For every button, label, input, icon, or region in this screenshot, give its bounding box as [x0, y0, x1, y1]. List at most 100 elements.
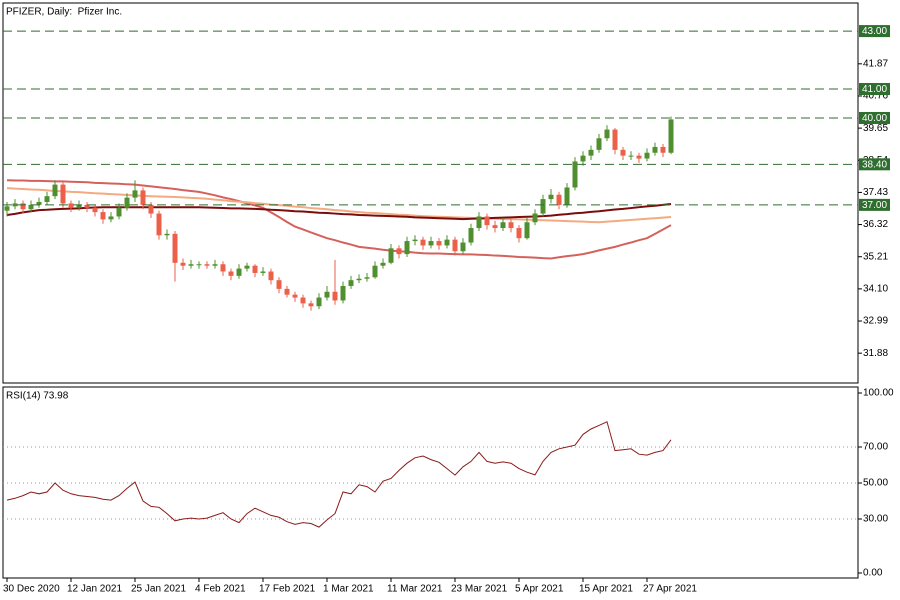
- candle-body: [148, 204, 154, 214]
- candle-body: [28, 204, 34, 210]
- candle-body: [516, 228, 522, 239]
- candle-body: [260, 271, 266, 273]
- x-tick-label: 12 Jan 2021: [67, 584, 122, 595]
- level-box: [859, 158, 890, 171]
- candle-body: [244, 265, 250, 269]
- candle-body: [364, 277, 370, 279]
- level-box: [859, 111, 890, 124]
- candle-body: [620, 149, 626, 156]
- level-label: 43.00: [862, 26, 887, 37]
- candle-body: [524, 222, 530, 239]
- candle-body: [228, 271, 234, 276]
- candle-body: [4, 206, 10, 211]
- candle-body: [644, 152, 650, 159]
- y-tick-label: 37.43: [863, 187, 888, 198]
- candle-body: [196, 264, 202, 266]
- candle-body: [52, 184, 58, 197]
- candle-body: [68, 203, 74, 208]
- candle-body: [132, 190, 138, 198]
- x-tick-label: 4 Feb 2021: [195, 584, 246, 595]
- y-tick-label: 31.88: [863, 348, 888, 359]
- candle-body: [268, 271, 274, 281]
- level-label: 37.00: [862, 200, 887, 211]
- candle-body: [316, 297, 322, 307]
- candle-body: [92, 207, 98, 213]
- candle-body: [580, 155, 586, 162]
- candle-body: [492, 225, 498, 229]
- candle-body: [76, 204, 82, 208]
- candle-body: [20, 203, 26, 210]
- y-tick-label: 35.21: [863, 251, 888, 262]
- candle-body: [124, 197, 130, 208]
- candle-body: [12, 203, 18, 207]
- candle-body: [412, 239, 418, 242]
- candle-body: [636, 155, 642, 159]
- candle-body: [140, 190, 146, 205]
- candle-body: [388, 248, 394, 263]
- x-tick-label: 11 Mar 2021: [387, 584, 443, 595]
- x-tick-label: 15 Apr 2021: [579, 584, 633, 595]
- candle-body: [172, 233, 178, 263]
- x-tick-label: 30 Dec 2020: [3, 584, 60, 595]
- x-tick-label: 17 Feb 2021: [259, 584, 316, 595]
- level-box: [859, 198, 890, 211]
- candle-body: [428, 241, 434, 246]
- candle-body: [556, 194, 562, 205]
- y-tick-label: 32.99: [863, 316, 888, 327]
- candle-body: [284, 288, 290, 295]
- panel-title: RSI(14) 73.98: [6, 391, 69, 402]
- y-tick-label: 39.65: [863, 123, 888, 134]
- y-tick-label: 100.00: [863, 388, 894, 399]
- candle-body: [436, 241, 442, 246]
- candle-body: [420, 239, 426, 246]
- candle-body: [532, 213, 538, 223]
- level-box: [859, 25, 890, 38]
- candle-body: [604, 129, 610, 139]
- level-label: 41.00: [862, 84, 887, 95]
- candle-body: [188, 264, 194, 266]
- x-tick-label: 27 Apr 2021: [643, 584, 697, 595]
- candle-body: [340, 285, 346, 301]
- candle-body: [588, 149, 594, 156]
- candle-body: [652, 146, 658, 153]
- candle-body: [564, 187, 570, 205]
- candle-body: [628, 155, 634, 157]
- candle-body: [300, 297, 306, 304]
- candle-body: [220, 264, 226, 272]
- candle-body: [396, 248, 402, 255]
- candle-body: [508, 222, 514, 229]
- y-tick-label: 50.00: [863, 478, 888, 489]
- y-tick-label: 36.32: [863, 219, 888, 230]
- candle-body: [468, 228, 474, 243]
- candle-body: [460, 242, 466, 252]
- candle-body: [308, 303, 314, 307]
- candle-body: [612, 129, 618, 150]
- x-tick-label: 23 Mar 2021: [451, 584, 508, 595]
- level-label: 40.00: [862, 113, 887, 124]
- candle-body: [252, 265, 258, 273]
- level-box: [859, 83, 890, 96]
- y-tick-label: 34.10: [863, 284, 888, 295]
- candle-body: [108, 216, 114, 220]
- candle-body: [540, 199, 546, 214]
- candle-body: [668, 119, 674, 153]
- y-tick-label: 70.00: [863, 442, 888, 453]
- level-label: 38.40: [862, 159, 887, 170]
- panel-title: PFIZER, Daily: Pfizer Inc.: [6, 7, 122, 18]
- rsi-line: [6, 421, 672, 528]
- candle-body: [332, 291, 338, 301]
- candle-body: [276, 280, 282, 289]
- candle-body: [156, 213, 162, 236]
- candle-body: [116, 207, 122, 217]
- candle-body: [236, 268, 242, 276]
- candle-body: [444, 239, 450, 246]
- candle-body: [572, 161, 578, 188]
- moving-average: [6, 187, 672, 224]
- candle-body: [324, 291, 330, 298]
- candle-body: [84, 204, 90, 208]
- candle-body: [180, 262, 186, 266]
- candle-body: [292, 294, 298, 298]
- y-tick-label: 30.00: [863, 514, 888, 525]
